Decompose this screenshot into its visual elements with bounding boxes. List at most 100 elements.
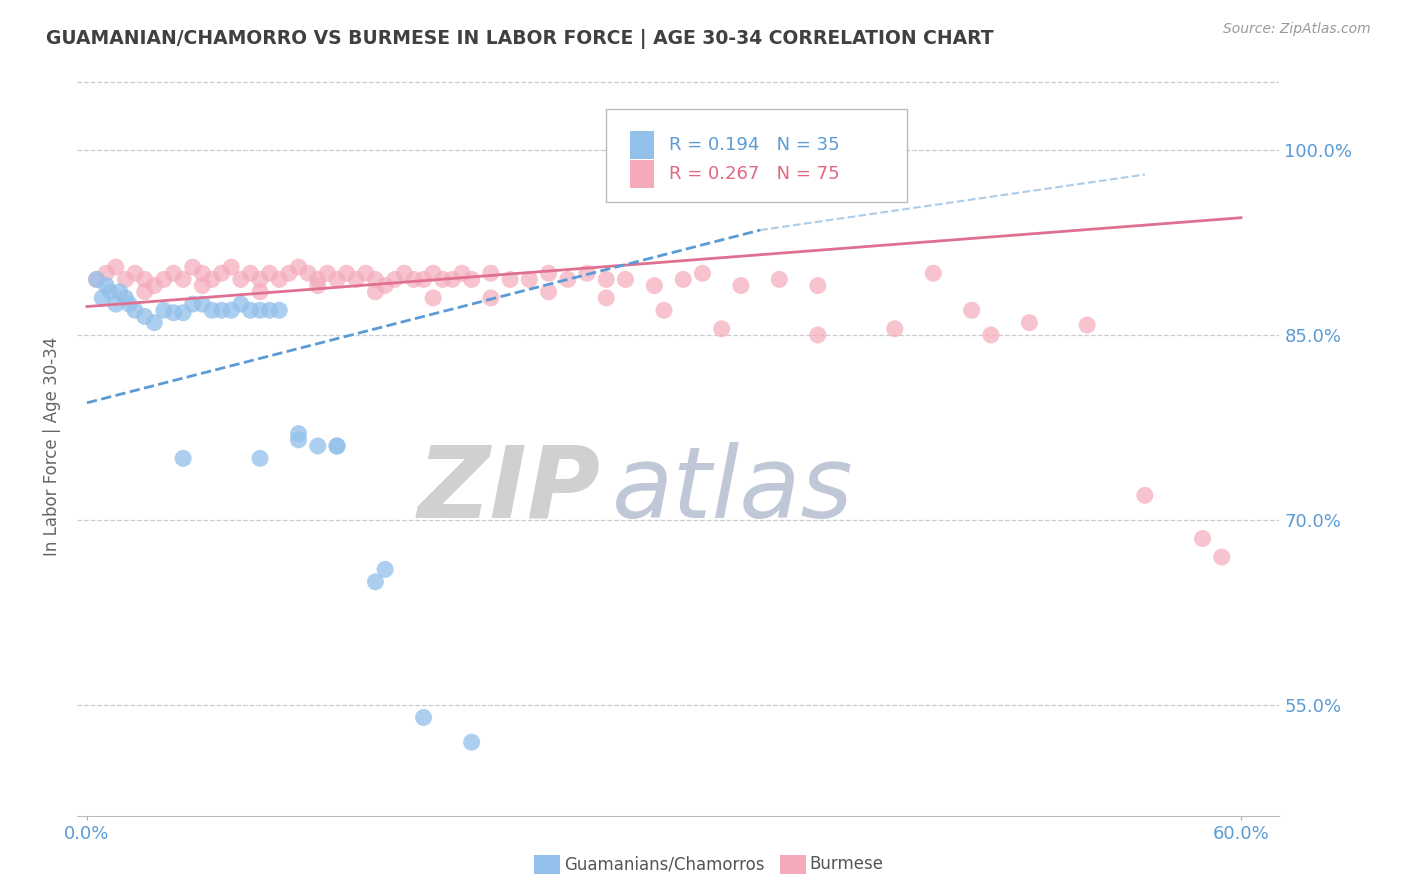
Point [86, 272, 108, 286]
Point [595, 291, 617, 305]
Point [326, 272, 349, 286]
Point [96, 266, 118, 280]
Point [134, 310, 156, 324]
Point [922, 266, 945, 280]
Point [98, 285, 121, 299]
Point [114, 272, 136, 286]
Point [191, 278, 214, 293]
Point [614, 272, 637, 286]
Point [643, 278, 665, 293]
Point [499, 272, 522, 286]
Point [124, 266, 146, 280]
Point [172, 306, 194, 320]
Point [249, 303, 271, 318]
Point [326, 439, 349, 453]
Point [153, 272, 176, 286]
Point [143, 316, 166, 330]
Point [134, 285, 156, 299]
Point [229, 272, 252, 286]
Point [219, 303, 242, 318]
Point [316, 266, 339, 280]
Point [181, 297, 204, 311]
Point [595, 272, 617, 286]
Point [692, 266, 714, 280]
Point [269, 303, 291, 318]
Point [1191, 532, 1213, 546]
Point [883, 322, 905, 336]
Point [249, 451, 271, 466]
Point [287, 433, 309, 447]
Point [172, 451, 194, 466]
Point [287, 426, 309, 441]
Point [432, 272, 454, 286]
Point [259, 303, 281, 318]
Text: GUAMANIAN/CHAMORRO VS BURMESE IN LABOR FORCE | AGE 30-34 CORRELATION CHART: GUAMANIAN/CHAMORRO VS BURMESE IN LABOR F… [46, 29, 994, 48]
Point [229, 297, 252, 311]
Point [807, 278, 830, 293]
Point [384, 272, 406, 286]
Point [162, 266, 184, 280]
Point [479, 266, 502, 280]
Point [1018, 316, 1040, 330]
Text: ZIP: ZIP [418, 442, 600, 539]
Point [287, 260, 309, 274]
Point [374, 278, 396, 293]
Point [307, 278, 329, 293]
Point [537, 285, 560, 299]
Point [162, 306, 184, 320]
Point [364, 272, 387, 286]
Point [201, 272, 224, 286]
Point [807, 328, 830, 343]
Point [307, 439, 329, 453]
Text: Guamanians/Chamorros: Guamanians/Chamorros [564, 855, 765, 873]
Point [124, 303, 146, 318]
Bar [630, 160, 654, 188]
Point [960, 303, 983, 318]
Point [1076, 318, 1098, 332]
Point [297, 266, 319, 280]
Point [730, 278, 752, 293]
Point [91, 291, 114, 305]
Point [537, 266, 560, 280]
Point [768, 272, 790, 286]
Point [374, 562, 396, 576]
Point [402, 272, 425, 286]
Text: R = 0.267   N = 75: R = 0.267 N = 75 [669, 165, 839, 183]
Point [557, 272, 579, 286]
Text: Burmese: Burmese [810, 855, 884, 873]
Y-axis label: In Labor Force | Age 30-34: In Labor Force | Age 30-34 [44, 336, 62, 556]
Point [1133, 488, 1156, 502]
Point [172, 272, 194, 286]
Point [307, 272, 329, 286]
Point [344, 272, 367, 286]
Point [394, 266, 416, 280]
Point [211, 266, 233, 280]
Point [104, 297, 127, 311]
Point [336, 266, 359, 280]
Point [672, 272, 695, 286]
Bar [630, 131, 654, 160]
Point [143, 278, 166, 293]
Point [118, 297, 141, 311]
Point [1211, 549, 1233, 565]
Point [191, 266, 214, 280]
Point [108, 285, 131, 299]
Point [277, 266, 299, 280]
Point [576, 266, 599, 280]
Point [249, 285, 271, 299]
Point [181, 260, 204, 274]
Point [460, 272, 482, 286]
Text: R = 0.194   N = 35: R = 0.194 N = 35 [669, 136, 839, 154]
Point [479, 291, 502, 305]
Point [96, 278, 118, 293]
Point [219, 260, 242, 274]
Point [441, 272, 464, 286]
FancyBboxPatch shape [606, 109, 907, 202]
Point [652, 303, 675, 318]
Point [269, 272, 291, 286]
Point [364, 574, 387, 589]
Point [364, 285, 387, 299]
Point [239, 266, 262, 280]
Point [191, 297, 214, 311]
Point [153, 303, 176, 318]
